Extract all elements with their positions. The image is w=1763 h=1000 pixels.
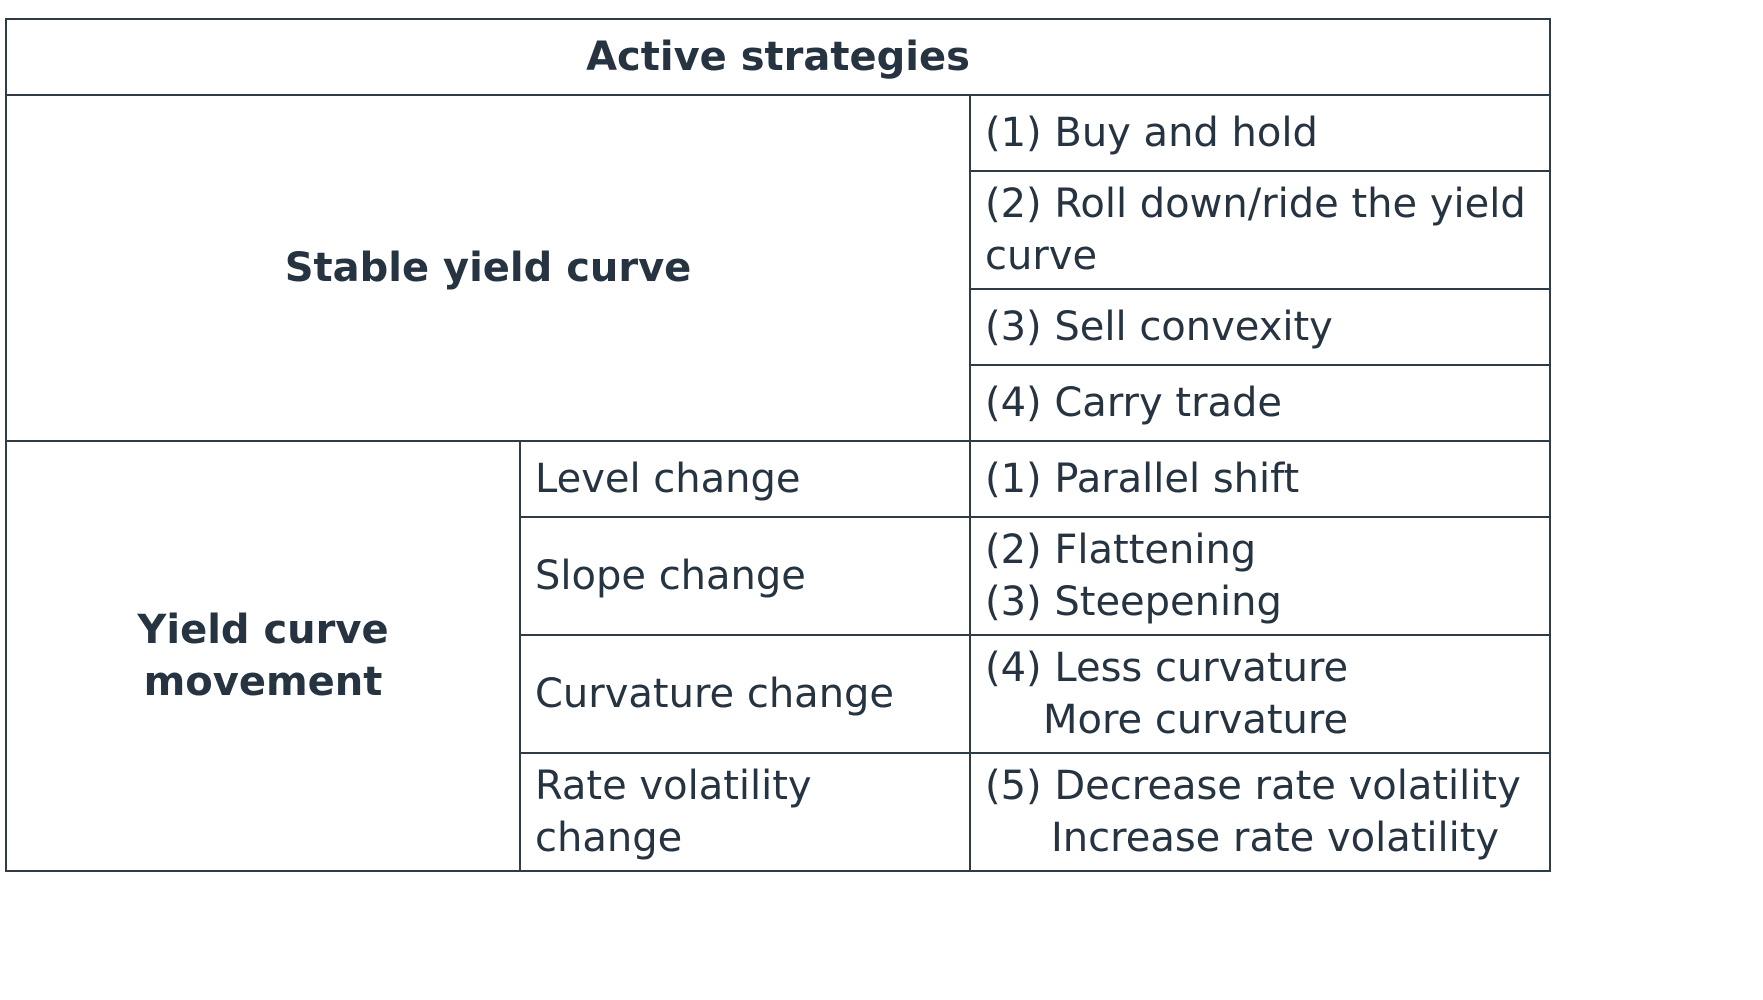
change-curvature: Curvature change [519,634,971,754]
table-title: Active strategies [5,18,1551,96]
stable-strategy-1: (1) Buy and hold [969,94,1551,172]
strategy-line: (4) Less curvature [985,645,1349,691]
strategy-line: (1) Parallel shift [985,456,1300,502]
yield-curve-movement-label: Yield curve movement [5,440,521,872]
movement-strategy-slope: (2) Flattening (3) Steepening [969,516,1551,636]
stable-strategy-2-text: (2) Roll down/ride the yield curve [985,181,1526,279]
strategy-line: (2) Flattening [985,527,1257,573]
movement-strategy-level: (1) Parallel shift [969,440,1551,518]
active-strategies-table-wrapper: Active strategies Stable yield curve (1)… [5,18,1551,872]
stable-yield-curve-label: Stable yield curve [5,94,971,442]
stable-strategy-3: (3) Sell convexity [969,288,1551,366]
stable-strategy-2: (2) Roll down/ride the yield curve [969,170,1551,290]
strategy-line: (3) Steepening [985,579,1282,625]
change-rate-volatility: Rate volatility change [519,752,971,872]
change-level: Level change [519,440,971,518]
strategy-line: (5) Decrease rate volatility [985,763,1521,809]
active-strategies-table: Active strategies Stable yield curve (1)… [5,18,1551,872]
movement-strategy-volatility: (5) Decrease rate volatility Increase ra… [969,752,1551,872]
stable-strategy-4: (4) Carry trade [969,364,1551,442]
strategy-line-indented: Increase rate volatility [1051,815,1500,861]
movement-strategy-curvature: (4) Less curvature More curvature [969,634,1551,754]
change-slope: Slope change [519,516,971,636]
strategy-line-indented: More curvature [1043,697,1349,743]
